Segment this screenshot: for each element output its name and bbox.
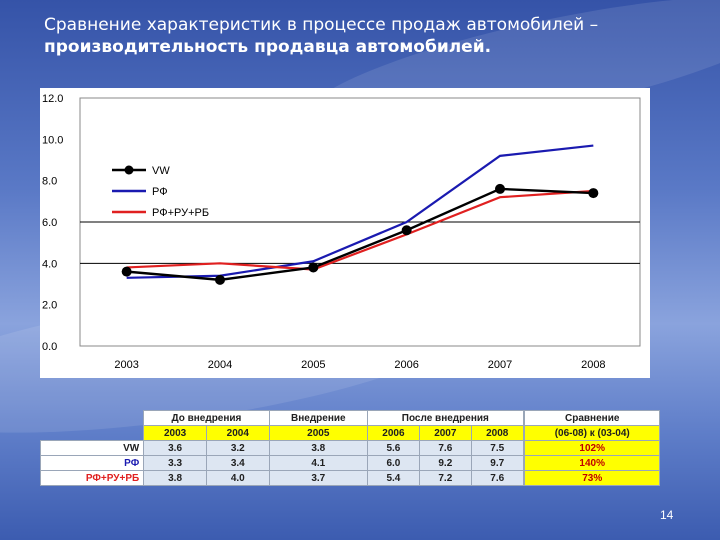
table-cell: 9.2: [418, 455, 472, 471]
header-during: Внедрение: [268, 410, 368, 426]
data-point: [401, 225, 412, 236]
table-cell: 3.2: [205, 440, 270, 456]
x-tick-label: 2007: [488, 359, 512, 371]
data-point: [495, 183, 505, 194]
table-cell: 3.3: [143, 455, 207, 471]
series-line: [126, 144, 594, 279]
data-point: [308, 262, 319, 273]
legend-label: VW: [152, 165, 170, 177]
table-cell: 3.6: [143, 440, 207, 456]
year-cell: 2007: [418, 425, 472, 441]
table-corner: [41, 426, 144, 441]
series-line: [126, 187, 594, 282]
legend-marker: [124, 165, 134, 175]
chart-panel: 0.0 2.0 4.0 6.0 8.0 10.0 12.0 2003 2004 2005 2006 2…: [40, 88, 650, 378]
table-cell: 7.2: [418, 470, 472, 486]
header-before: До внедрения: [143, 410, 270, 426]
x-tick-label: 2003: [114, 359, 138, 371]
year-cell: 2003: [143, 425, 207, 441]
table-cell: 7.6: [418, 440, 472, 456]
compare-label: (06-08) к (03-04): [524, 425, 660, 441]
table-cell: 3.8: [143, 470, 207, 486]
compare-value: 73%: [524, 470, 660, 486]
data-table: До внедрения Внедрение После внедрения С…: [39, 410, 660, 486]
compare-value: 140%: [524, 455, 660, 471]
x-tick-label: 2008: [581, 359, 605, 371]
table-row: РФ 3.3 3.4 4.1 6.0 9.2 9.7 140%: [39, 455, 660, 471]
legend-label: РФ: [152, 186, 168, 198]
y-tick-label: 8.0: [42, 176, 57, 188]
y-tick-label: 12.0: [42, 93, 63, 105]
x-tick-label: 2004: [208, 359, 232, 371]
year-cell: 2004: [205, 425, 270, 441]
data-point: [588, 188, 599, 199]
table-cell: 7.5: [470, 440, 524, 456]
y-tick-label: 0.0: [42, 341, 57, 353]
table-cell: 5.6: [366, 440, 420, 456]
table-cell: 9.7: [470, 455, 524, 471]
table-cell: 6.0: [366, 455, 420, 471]
row-label: VW: [39, 440, 145, 456]
header-after: После внедрения: [366, 410, 524, 426]
year-cell: 2005: [268, 425, 368, 441]
y-tick-label: 4.0: [42, 258, 57, 270]
x-tick-label: 2005: [301, 359, 325, 371]
y-tick-label: 2.0: [42, 300, 57, 312]
year-cell: 2006: [366, 425, 420, 441]
header-compare: Сравнение: [524, 410, 660, 426]
row-label: РФ: [39, 455, 145, 471]
slide-title-line2: производительность продавца автомобилей.: [44, 37, 492, 57]
table-row: VW 3.6 3.2 3.8 5.6 7.6 7.5 102%: [39, 440, 660, 456]
data-point: [121, 266, 132, 277]
row-label: РФ+РУ+РБ: [39, 470, 145, 486]
slide-title: Сравнение характеристик в процессе прода…: [44, 14, 684, 58]
series-line: [126, 189, 594, 271]
table-cell: 3.7: [268, 470, 368, 486]
y-tick-label: 10.0: [42, 134, 63, 146]
page-number: 14: [660, 508, 674, 522]
table-cell: 3.4: [205, 455, 270, 471]
table-cell: 4.1: [268, 455, 368, 471]
table-cell: 4.0: [205, 470, 270, 486]
data-point: [215, 274, 225, 285]
y-tick-label: 6.0: [42, 217, 57, 229]
table-corner: [41, 411, 144, 426]
x-tick-label: 2006: [394, 359, 418, 371]
table-cell: 3.8: [268, 440, 368, 456]
table-cell: 7.6: [470, 470, 524, 486]
table-cell: 5.4: [366, 470, 420, 486]
line-chart: 0.0 2.0 4.0 6.0 8.0 10.0 12.0 2003 2004 2005 2006 2…: [42, 93, 641, 371]
year-cell: 2008: [470, 425, 524, 441]
slide-title-line1: Сравнение характеристик в процессе прода…: [44, 15, 599, 35]
table-row: РФ+РУ+РБ 3.8 4.0 3.7 5.4 7.2 7.6 73%: [39, 470, 660, 486]
compare-value: 102%: [524, 440, 660, 456]
legend-label: РФ+РУ+РБ: [152, 207, 209, 219]
